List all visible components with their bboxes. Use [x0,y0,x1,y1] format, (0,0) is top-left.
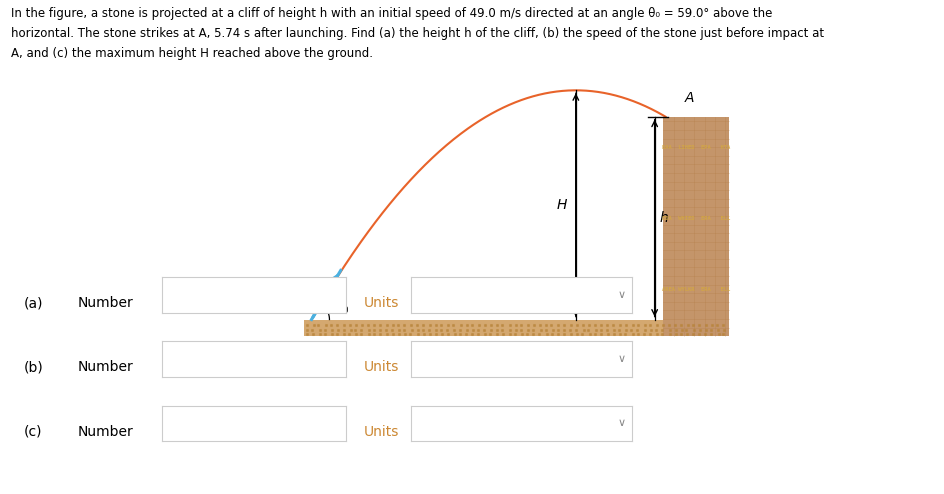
Text: Number: Number [77,360,133,374]
Text: (a): (a) [24,296,43,310]
Text: Units: Units [363,424,398,439]
Text: i: i [148,417,152,430]
Text: EDA  WHIED  ERA   ELL: EDA WHIED ERA ELL [662,215,731,221]
Text: A: A [684,91,694,105]
Text: ∨: ∨ [617,354,626,364]
Text: (b): (b) [24,360,43,374]
Text: In the figure, a stone is projected at a cliff of height h with an initial speed: In the figure, a stone is projected at a… [11,7,773,20]
Text: Units: Units [363,296,398,310]
Text: ∨: ∨ [617,290,626,300]
Text: H: H [557,198,567,212]
Text: Units: Units [363,360,398,374]
Text: AREA WYLKR  ERA   ELL: AREA WYLKR ERA ELL [662,287,731,291]
Text: Number: Number [77,296,133,310]
Text: $\theta_0$: $\theta_0$ [335,300,350,316]
Bar [305,320,727,336]
Text: Number: Number [77,424,133,439]
Text: A, and (c) the maximum height H reached above the ground.: A, and (c) the maximum height H reached … [11,47,373,60]
Text: i: i [148,353,152,366]
Text: (c): (c) [24,424,42,439]
Bar [664,117,730,336]
Text: ∨: ∨ [617,418,626,428]
Text: DAA  LIHED  EPA   HTA: DAA LIHED EPA HTA [662,145,731,150]
Text: h: h [659,211,668,225]
Text: horizontal. The stone strikes at A, 5.74 s after launching. Find (a) the height : horizontal. The stone strikes at A, 5.74… [11,27,824,40]
Text: i: i [148,288,152,301]
